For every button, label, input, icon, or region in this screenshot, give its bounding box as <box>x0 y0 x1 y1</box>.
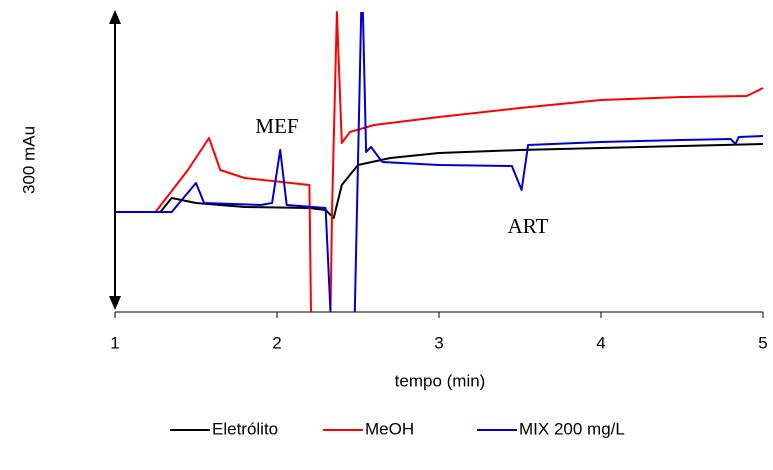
x-tick-label: 5 <box>758 333 767 352</box>
arrow-head <box>109 10 121 24</box>
legend-label: Eletrólito <box>212 419 278 438</box>
annotation: ART <box>508 214 549 238</box>
annotation: MEF <box>255 114 298 138</box>
arrow-head <box>109 296 121 310</box>
series-line <box>115 11 764 312</box>
x-tick-label: 4 <box>596 333 605 352</box>
y-axis-label: 300 mAu <box>19 126 38 194</box>
legend-label: MIX 200 mg/L <box>519 419 625 438</box>
plot-area <box>115 11 764 312</box>
x-tick-label: 3 <box>434 333 443 352</box>
x-tick-label: 1 <box>110 333 119 352</box>
x-axis-label: tempo (min) <box>395 371 486 390</box>
x-tick-label: 2 <box>272 333 281 352</box>
series-line <box>115 11 764 312</box>
series-line <box>115 143 764 219</box>
legend-label: MeOH <box>365 419 414 438</box>
